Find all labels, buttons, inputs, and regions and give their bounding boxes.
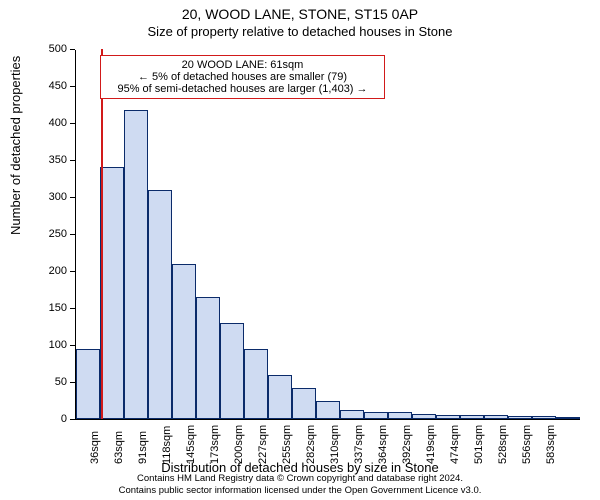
- reference-line: [101, 49, 103, 419]
- histogram-bar: [460, 415, 484, 419]
- attribution-text: Contains HM Land Registry data © Crown c…: [0, 473, 600, 496]
- histogram-bar: [388, 412, 412, 419]
- histogram-bar: [508, 416, 532, 419]
- x-tick: 200sqm: [233, 425, 245, 464]
- x-tick: 583sqm: [545, 425, 557, 464]
- x-tick: 173sqm: [209, 425, 221, 464]
- x-tick: 474sqm: [449, 425, 461, 464]
- histogram-bar: [268, 375, 292, 419]
- histogram-bar: [412, 414, 436, 419]
- histogram-bar: [148, 190, 172, 419]
- x-tick: 528sqm: [497, 425, 509, 464]
- histogram-bar: [76, 349, 100, 419]
- x-tick: 556sqm: [521, 425, 533, 464]
- y-tick: 500: [0, 43, 75, 55]
- histogram-bar: [196, 297, 220, 419]
- x-tick: 310sqm: [329, 425, 341, 464]
- histogram-chart: 20, WOOD LANE, STONE, ST15 0AP Size of p…: [0, 0, 600, 500]
- plot-area: [75, 50, 580, 420]
- annotation-line-larger: 95% of semi-detached houses are larger (…: [107, 83, 378, 95]
- x-tick: 255sqm: [281, 425, 293, 464]
- y-tick: 400: [0, 117, 75, 129]
- chart-title-main: 20, WOOD LANE, STONE, ST15 0AP: [0, 6, 600, 22]
- x-tick: 282sqm: [305, 425, 317, 464]
- x-tick: 337sqm: [353, 425, 365, 464]
- y-tick: 250: [0, 228, 75, 240]
- histogram-bar: [292, 388, 316, 419]
- y-tick: 100: [0, 339, 75, 351]
- histogram-bar: [220, 323, 244, 419]
- histogram-bar: [244, 349, 268, 419]
- x-tick: 501sqm: [473, 425, 485, 464]
- y-tick: 50: [0, 376, 75, 388]
- histogram-bar: [124, 110, 148, 419]
- x-tick: 227sqm: [257, 425, 269, 464]
- attribution-line2: Contains public sector information licen…: [0, 485, 600, 496]
- y-tick: 300: [0, 191, 75, 203]
- histogram-bar: [340, 410, 364, 419]
- histogram-bar: [364, 412, 388, 419]
- histogram-bar: [556, 417, 580, 419]
- histogram-bar: [316, 401, 340, 420]
- histogram-bar: [532, 416, 556, 419]
- chart-title-sub: Size of property relative to detached ho…: [0, 24, 600, 39]
- x-tick: 392sqm: [401, 425, 413, 464]
- histogram-bar: [484, 415, 508, 419]
- annotation-box: 20 WOOD LANE: 61sqm ← 5% of detached hou…: [100, 55, 385, 99]
- y-tick: 200: [0, 265, 75, 277]
- histogram-bar: [436, 415, 460, 419]
- y-tick: 150: [0, 302, 75, 314]
- attribution-line1: Contains HM Land Registry data © Crown c…: [0, 473, 600, 484]
- y-tick: 0: [0, 413, 75, 425]
- x-tick: 364sqm: [377, 425, 389, 464]
- histogram-bar: [172, 264, 196, 419]
- annotation-title: 20 WOOD LANE: 61sqm: [107, 59, 378, 71]
- y-tick: 350: [0, 154, 75, 166]
- y-tick: 450: [0, 80, 75, 92]
- x-tick: 118sqm: [161, 426, 173, 464]
- annotation-line-smaller: ← 5% of detached houses are smaller (79): [107, 71, 378, 83]
- histogram-bar: [100, 167, 124, 419]
- x-tick: 419sqm: [425, 425, 437, 464]
- x-tick: 145sqm: [185, 425, 197, 464]
